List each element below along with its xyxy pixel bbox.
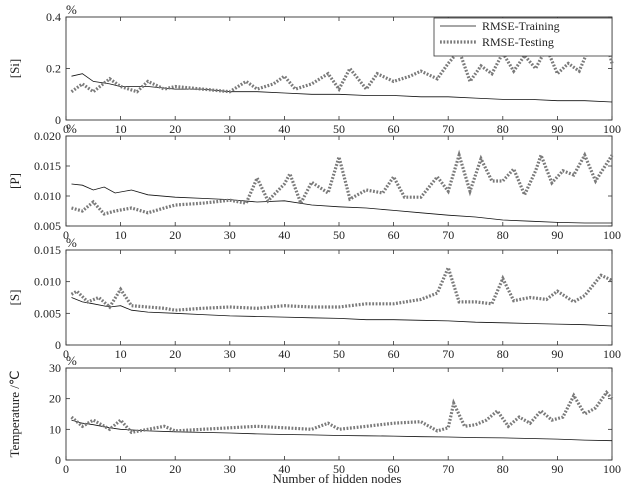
x-tick-label: 50 xyxy=(333,347,345,361)
x-tick-label: 90 xyxy=(551,347,563,361)
x-tick-label: 30 xyxy=(224,122,236,136)
y-tick-label: 0.010 xyxy=(34,275,61,289)
x-tick-label: 30 xyxy=(224,462,236,476)
unit-label: % xyxy=(66,353,77,368)
y-tick-label: 0.005 xyxy=(34,219,61,233)
legend-label: RMSE-Training xyxy=(482,19,560,33)
x-tick-label: 10 xyxy=(115,228,127,242)
x-tick-label: 80 xyxy=(497,462,509,476)
y-tick-label: 0 xyxy=(55,453,61,467)
x-tick-label: 100 xyxy=(603,347,621,361)
x-tick-label: 30 xyxy=(224,347,236,361)
x-tick-label: 100 xyxy=(603,462,621,476)
legend-label: RMSE-Testing xyxy=(482,35,554,49)
y-tick-label: 0.015 xyxy=(34,243,61,257)
y-tick-label: 20 xyxy=(49,392,61,406)
y-tick-label: 30 xyxy=(49,361,61,375)
x-tick-label: 80 xyxy=(497,228,509,242)
series-line-testing xyxy=(70,263,613,312)
legend-box xyxy=(433,17,613,57)
x-tick-label: 40 xyxy=(278,462,290,476)
x-tick-label: 20 xyxy=(169,462,181,476)
series-line-testing xyxy=(70,17,614,94)
x-tick-label: 50 xyxy=(333,462,345,476)
y-tick-label: 0.2 xyxy=(46,62,61,76)
y-tick-label: 0 xyxy=(55,338,61,352)
y-axis-label: [Si] xyxy=(7,59,22,79)
panel-3: 0 10 20 30 40 50 60 70 80 90 100 0 0.005 0.010 0.015 % [… xyxy=(7,235,621,361)
x-tick-label: 30 xyxy=(224,228,236,242)
x-tick-label: 0 xyxy=(63,122,69,136)
x-tick-label: 60 xyxy=(388,462,400,476)
x-tick-label: 60 xyxy=(388,122,400,136)
y-axis-label: Temperature /℃ xyxy=(7,371,22,458)
x-tick-label: 70 xyxy=(442,122,454,136)
x-tick-label: 100 xyxy=(603,228,621,242)
x-tick-label: 0 xyxy=(63,462,69,476)
y-tick-label: 0.015 xyxy=(34,159,61,173)
x-tick-label: 20 xyxy=(169,228,181,242)
y-axis-label: [P] xyxy=(7,173,22,189)
x-tick-label: 90 xyxy=(551,462,563,476)
y-tick-label: 10 xyxy=(49,422,61,436)
x-tick-label: 50 xyxy=(333,228,345,242)
x-tick-label: 90 xyxy=(551,122,563,136)
x-tick-label: 70 xyxy=(442,462,454,476)
x-tick-label: 0 xyxy=(63,347,69,361)
x-tick-label: 40 xyxy=(278,228,290,242)
unit-label: % xyxy=(66,235,77,250)
unit-label: % xyxy=(66,2,77,17)
x-tick-label: 90 xyxy=(551,228,563,242)
x-tick-label: 40 xyxy=(278,347,290,361)
x-tick-label: 70 xyxy=(442,228,454,242)
y-tick-label: 0.4 xyxy=(46,10,61,24)
x-tick-label: 60 xyxy=(388,228,400,242)
series-line-training xyxy=(71,297,613,327)
y-tick-label: 0.010 xyxy=(34,189,61,203)
series-line-training xyxy=(71,183,612,224)
x-tick-label: 80 xyxy=(497,347,509,361)
series-line-testing xyxy=(70,389,614,435)
x-tick-label: 40 xyxy=(278,122,290,136)
unit-label: % xyxy=(66,121,77,136)
x-tick-label: 10 xyxy=(115,462,127,476)
y-tick-label: 0.005 xyxy=(34,306,61,320)
x-tick-label: 100 xyxy=(603,122,621,136)
x-tick-label: 10 xyxy=(115,347,127,361)
series-line-training xyxy=(71,73,613,103)
x-tick-label: 20 xyxy=(169,347,181,361)
series-line-training xyxy=(71,419,613,442)
y-tick-label: 0.020 xyxy=(34,129,61,143)
y-tick-label: 0 xyxy=(55,113,61,127)
plot-frame xyxy=(65,367,613,461)
x-tick-label: 0 xyxy=(63,228,69,242)
panel-2: 0 10 20 30 40 50 60 70 80 90 1000.0050.0100.0150.0… xyxy=(7,121,621,242)
x-tick-label: 50 xyxy=(333,122,345,136)
x-tick-label: 80 xyxy=(497,122,509,136)
panel-1: 0 10 20 30 40 50 60 70 80 90 100 0 0.2 0.4 % [Si] RMSE-T… xyxy=(7,2,621,136)
legend: RMSE-Training RMSE-Testing xyxy=(433,17,613,57)
x-axis-label: Number of hidden nodes xyxy=(273,471,402,486)
x-tick-label: 70 xyxy=(442,347,454,361)
series-line-testing xyxy=(71,149,614,216)
y-axis-label: [S] xyxy=(7,290,22,306)
x-tick-label: 20 xyxy=(169,122,181,136)
x-tick-label: 10 xyxy=(115,122,127,136)
panel-4: 0 10 20 30 40 50 60 70 80 90 100 0 10 20 30 % Temperatur… xyxy=(7,353,621,476)
x-tick-label: 60 xyxy=(388,347,400,361)
